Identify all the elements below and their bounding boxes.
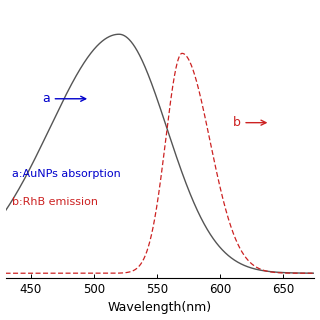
Text: a:AuNPs absorption: a:AuNPs absorption — [12, 170, 121, 180]
Text: b:RhB emission: b:RhB emission — [12, 197, 98, 207]
X-axis label: Wavelength(nm): Wavelength(nm) — [108, 301, 212, 315]
Text: b: b — [233, 116, 266, 129]
Text: a: a — [42, 92, 86, 105]
